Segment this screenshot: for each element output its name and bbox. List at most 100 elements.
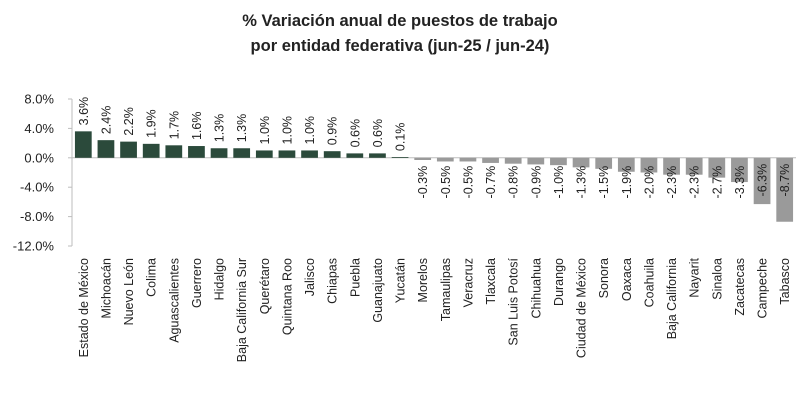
bar (255, 150, 273, 158)
category-label: Durango (552, 258, 566, 306)
category-label: Estado de México (77, 258, 91, 357)
data-label: -0.5% (439, 166, 453, 199)
category-label: Colima (145, 258, 159, 297)
bar (74, 131, 92, 158)
category-label: Morelos (416, 258, 430, 302)
bar (572, 157, 590, 168)
y-axis: 8.0% 4.0% 0.0% -4.0% -8.0% -12.0% (13, 92, 796, 254)
category-label: Guerrero (190, 258, 204, 308)
data-label: 0.9% (326, 117, 340, 146)
category-label: Sinaloa (710, 258, 724, 300)
y-tick-label: 4.0% (24, 121, 54, 136)
data-label: 2.2% (122, 107, 136, 136)
bar (142, 143, 160, 158)
category-label: Tabasco (778, 258, 792, 305)
category-label: Querétaro (258, 258, 272, 314)
category-label: Quintana Roo (280, 258, 294, 335)
category-label: Sonora (597, 258, 611, 298)
data-label: 0.6% (348, 119, 362, 148)
data-label: 1.3% (235, 114, 249, 143)
data-label: -0.5% (461, 166, 475, 199)
category-label: Baja California Sur (235, 258, 249, 362)
y-tick-label: 0.0% (24, 150, 54, 165)
bar (527, 157, 545, 165)
bar (459, 157, 477, 162)
category-label: Baja California (665, 258, 679, 339)
bar (708, 157, 726, 178)
data-label: 1.0% (258, 116, 272, 145)
category-label: Puebla (348, 258, 362, 297)
data-labels: 3.6% 2.4% 2.2% 1.9% 1.7% 1.6% 1.3% 1.3% 1.0% 1.0%… (77, 97, 792, 199)
bar (165, 145, 183, 158)
data-label: 2.4% (99, 106, 113, 135)
data-label: 1.0% (280, 116, 294, 145)
data-label: 1.7% (167, 111, 181, 140)
data-label: -2.3% (665, 166, 679, 199)
category-label: Tamaulipas (439, 258, 453, 321)
category-label: Jalisco (303, 258, 317, 296)
bar (233, 148, 251, 158)
data-label: 1.6% (190, 112, 204, 141)
data-label: -1.0% (552, 166, 566, 199)
category-label: Hidalgo (213, 258, 227, 300)
category-label: Tlaxcala (484, 258, 498, 305)
bar (436, 157, 454, 162)
bar (278, 150, 296, 158)
category-label: Guanajuato (371, 258, 385, 323)
data-label: -0.9% (529, 166, 543, 199)
bar (120, 141, 137, 158)
category-label: Nuevo León (122, 258, 136, 325)
bars (74, 131, 794, 222)
category-label: Aguascalientes (167, 258, 181, 343)
data-label: -0.7% (484, 166, 498, 199)
category-label: Ciudad de México (575, 258, 589, 358)
bar (617, 157, 635, 172)
bar (753, 157, 771, 205)
bar (731, 157, 748, 183)
data-label: -2.3% (688, 166, 702, 199)
bar (391, 157, 409, 158)
data-label: 1.9% (145, 109, 159, 138)
bar (595, 157, 613, 169)
data-label: 0.6% (371, 119, 385, 148)
bar (685, 157, 703, 175)
bar (414, 157, 432, 160)
data-label: -0.3% (416, 166, 430, 199)
bar (482, 157, 499, 163)
y-tick-label: -4.0% (20, 180, 54, 195)
data-label: -0.8% (507, 166, 521, 199)
bar (550, 157, 567, 166)
category-label: Chihuahua (529, 258, 543, 319)
bar (346, 153, 364, 158)
category-label: Veracruz (461, 258, 475, 307)
data-label: 3.6% (77, 97, 91, 126)
y-tick-label: -8.0% (20, 209, 54, 224)
data-label: -2.0% (642, 166, 656, 199)
data-label: 1.0% (303, 116, 317, 145)
category-label: Campeche (756, 258, 770, 318)
bar (97, 140, 115, 158)
category-label: Coahuila (642, 258, 656, 307)
data-label: -6.3% (756, 164, 770, 197)
category-labels: Estado de México Michoacán Nuevo León Colim… (77, 257, 792, 362)
chart-title-line-2: por entidad federativa (jun-25 / jun-24) (251, 37, 550, 55)
bar (369, 153, 386, 158)
data-label: -1.3% (575, 166, 589, 199)
bar (188, 146, 205, 158)
category-label: Oaxaca (620, 258, 634, 301)
bar (301, 150, 318, 158)
bar (323, 151, 341, 158)
data-label: -2.7% (710, 166, 724, 199)
bar (640, 157, 658, 173)
category-label: Nayarit (688, 257, 702, 297)
data-label: -8.7% (778, 164, 792, 197)
bar (776, 157, 794, 222)
bar (504, 157, 522, 164)
category-label: Zacatecas (733, 258, 747, 316)
category-label: San Luis Potosí (507, 257, 521, 345)
bar (663, 157, 680, 175)
chart-title-line-1: % Variación anual de puestos de trabajo (242, 12, 557, 30)
data-label: -1.9% (620, 166, 634, 199)
category-label: Michoacán (99, 258, 113, 318)
